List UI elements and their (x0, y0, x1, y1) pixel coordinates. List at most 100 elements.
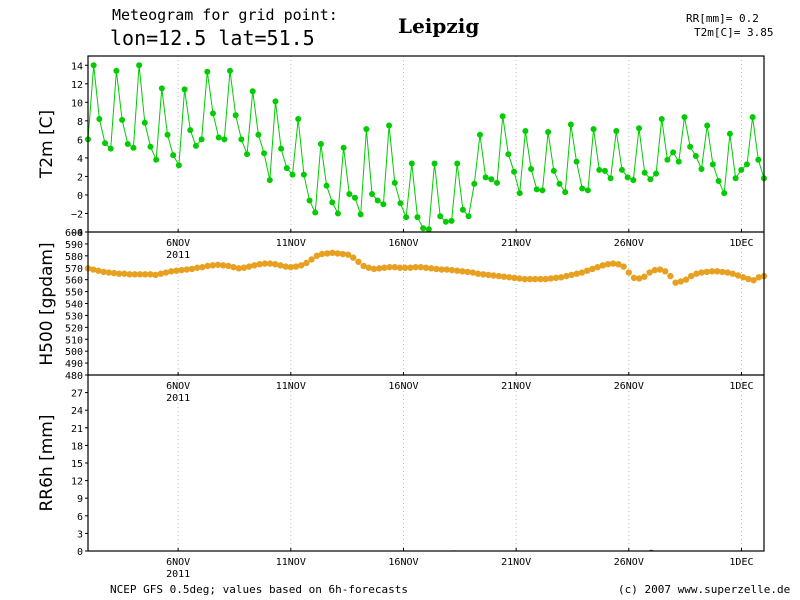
t2m-point (516, 190, 523, 197)
t2m-point (670, 149, 677, 156)
h500-point (428, 265, 435, 272)
t2m-point (289, 171, 296, 178)
h500-point (376, 265, 383, 272)
rr6h-ytick-label: 24 (71, 406, 83, 417)
h500-xtick-label: 6NOV (166, 381, 190, 392)
h500-point (677, 278, 684, 285)
h500-point (199, 263, 206, 271)
h500-point (272, 260, 279, 268)
t2m-ytick-label: 14 (71, 61, 83, 72)
rr6h-ytick-label: 21 (71, 424, 83, 435)
h500-point (204, 262, 211, 270)
h500-ytick-label: 560 (65, 276, 83, 287)
t2m-point (380, 201, 387, 208)
h500-point (625, 269, 632, 276)
h500-point (329, 249, 336, 257)
h500-point (745, 275, 752, 283)
h500-ytick-label: 580 (65, 252, 83, 263)
t2m-point (511, 168, 518, 175)
t2m-point (476, 131, 483, 138)
h500-point (469, 269, 476, 276)
t2m-point (681, 114, 688, 121)
h500-point (604, 260, 612, 268)
t2m-point (607, 175, 614, 182)
t2m-ytick-label: 10 (71, 98, 83, 109)
h500-point (459, 268, 466, 275)
t2m-point (232, 112, 239, 119)
h500-point (552, 274, 560, 282)
h500-point (100, 268, 107, 276)
t2m-point (323, 182, 330, 189)
h500-point (173, 267, 180, 274)
t2m-point (431, 160, 438, 167)
t2m-point (306, 197, 313, 204)
h500-point (355, 258, 362, 265)
grid-point-coordinates: lon=12.5 lat=51.5 (110, 26, 315, 50)
h500-point (542, 275, 549, 283)
t2m-year-label: 2011 (166, 250, 190, 261)
h500-point (381, 264, 388, 271)
h500-point (235, 265, 242, 272)
h500-point (584, 267, 591, 274)
t2m-point (539, 187, 546, 194)
t2m-point (278, 145, 285, 152)
h500-year-label: 2011 (166, 393, 190, 404)
rr6h-xtick-label: 26NOV (614, 557, 644, 568)
h500-point (568, 271, 575, 279)
t2m-point (658, 115, 665, 122)
h500-point (620, 263, 627, 270)
t2m-axis-title: T2m [C] (37, 110, 57, 179)
t2m-point (90, 62, 97, 69)
copyright-note: (c) 2007 www.superzelle.de (618, 583, 791, 596)
h500-point (194, 264, 201, 271)
h500-point (594, 263, 601, 271)
h500-point (391, 263, 398, 271)
rr6h-ytick-label: 27 (71, 389, 83, 400)
h500-point (454, 267, 461, 274)
h500-point (511, 274, 518, 282)
t2m-point (295, 115, 302, 122)
h500-point (646, 269, 653, 276)
h500-point (464, 268, 471, 276)
t2m-xtick-label: 26NOV (614, 238, 644, 249)
t2m-point (596, 166, 603, 173)
h500-point (672, 279, 679, 286)
h500-point (412, 263, 419, 271)
t2m-point (590, 126, 597, 133)
rr6h-xtick-label: 1DEC (729, 557, 753, 568)
h500-point (667, 272, 674, 280)
t2m-xtick-label: 1DEC (729, 238, 753, 249)
t2m-ytick-label: 0 (77, 191, 83, 202)
t2m-point (351, 194, 358, 201)
h500-point (500, 273, 508, 280)
city-name: Leipzig (398, 14, 480, 38)
t2m-point (363, 126, 370, 133)
h500-point (209, 262, 216, 269)
t2m-point (743, 161, 750, 168)
rr-current-value: RR[mm]= 0.2 (686, 12, 759, 25)
h500-point (282, 263, 289, 270)
h500-point (308, 256, 315, 263)
h500-ytick-label: 510 (65, 335, 83, 346)
h500-point (370, 265, 378, 273)
t2m-ytick-label: 8 (77, 117, 83, 128)
t2m-point (528, 166, 535, 173)
h500-point (651, 266, 658, 274)
t2m-point (437, 213, 444, 220)
t2m-point (209, 110, 216, 117)
rr6h-ytick-label: 15 (71, 459, 83, 470)
h500-point (485, 271, 492, 279)
t2m-point (550, 167, 557, 174)
rr6h-ytick-label: 3 (77, 529, 83, 540)
t2m-point (283, 165, 290, 172)
meteogram-title: Meteogram for grid point: (112, 6, 338, 24)
h500-point (136, 271, 144, 278)
t2m-ytick-label: −4 (71, 228, 83, 239)
h500-point (433, 265, 440, 273)
t2m-point (386, 122, 393, 129)
h500-point (303, 259, 310, 267)
t2m-point (454, 160, 461, 167)
t2m-point (687, 143, 694, 150)
h500-point (334, 250, 341, 257)
